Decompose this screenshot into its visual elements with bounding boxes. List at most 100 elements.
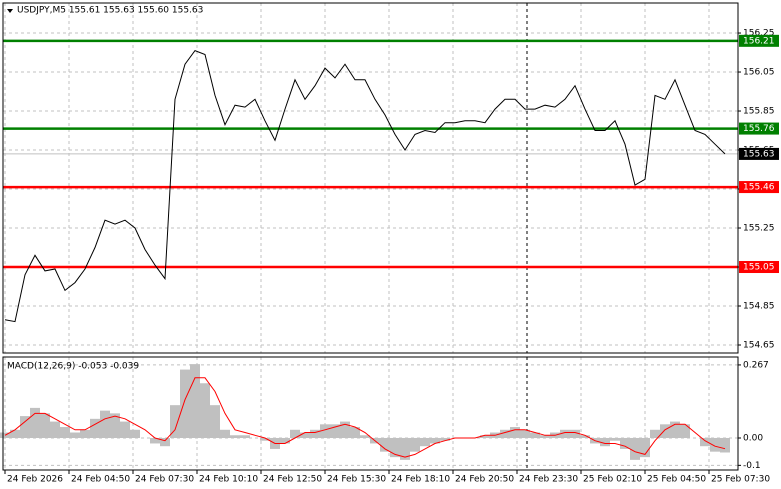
y-tick-label: 155.25 <box>743 224 775 234</box>
price-line <box>4 49 726 323</box>
x-tick-label: 24 Feb 23:30 <box>519 475 578 485</box>
price-title: USDJPY,M5 155.61 155.63 155.60 155.63 <box>17 6 203 16</box>
level-label-box <box>739 34 779 47</box>
level-label-box <box>739 122 779 135</box>
macd-histogram-bar <box>300 432 310 438</box>
x-tick-label: 24 Feb 18:10 <box>391 475 450 485</box>
macd-histogram-bar <box>260 437 270 441</box>
macd-histogram-bar <box>660 424 670 438</box>
macd-histogram-bar <box>430 437 440 444</box>
y-tick-label: -0.1 <box>743 461 761 471</box>
x-tick-label: 24 Feb 12:50 <box>263 475 322 485</box>
macd-histogram-bar <box>680 424 690 438</box>
macd-panel-border <box>2 356 739 471</box>
macd-histogram-bar <box>60 427 70 438</box>
level-label: 155.46 <box>743 183 775 193</box>
y-tick-label: 0.00 <box>743 433 763 443</box>
macd-histogram-bar <box>360 435 370 438</box>
x-tick-label: 25 Feb 02:10 <box>583 475 642 485</box>
macd-histogram-bar <box>90 418 100 438</box>
macd-histogram-bar <box>40 413 50 438</box>
x-tick-label: 25 Feb 07:30 <box>711 475 770 485</box>
macd-histogram-bar <box>380 437 390 452</box>
x-tick-label: 24 Feb 10:10 <box>199 475 258 485</box>
macd-histogram-bar <box>130 429 140 438</box>
macd-histogram-bar <box>240 435 250 438</box>
y-tick-label: 155.85 <box>743 107 775 117</box>
macd-histogram-bar <box>620 437 630 449</box>
macd-histogram-bar <box>440 437 450 441</box>
macd-histogram-bar <box>320 424 330 438</box>
price-panel-border <box>2 2 739 354</box>
level-label: 155.63 <box>743 149 775 159</box>
x-tick-label: 24 Feb 04:50 <box>71 475 130 485</box>
macd-signal-line <box>4 377 726 458</box>
y-tick-label: 154.65 <box>743 341 775 351</box>
macd-histogram-bar <box>110 413 120 438</box>
macd-histogram-bar <box>650 429 660 438</box>
macd-histogram-bar <box>510 427 520 438</box>
macd-histogram-bar <box>560 429 570 438</box>
macd-histogram-bar <box>160 437 170 447</box>
level-label-box <box>739 261 779 274</box>
marks-layer <box>0 39 738 460</box>
macd-histogram-bar <box>150 437 160 444</box>
macd-histogram-bar <box>530 432 540 438</box>
macd-histogram-bar <box>20 416 30 438</box>
macd-histogram-bar <box>330 424 340 438</box>
macd-histogram-bar <box>670 421 680 438</box>
x-tick-label: 24 Feb 15:30 <box>327 475 386 485</box>
macd-histogram-bar <box>700 437 710 447</box>
macd-histogram-bar <box>420 437 430 447</box>
macd-histogram-bar <box>100 410 110 438</box>
y-tick-label: 154.85 <box>743 302 775 312</box>
macd-histogram-bar <box>540 435 550 438</box>
level-label-box <box>739 181 779 194</box>
macd-histogram-bar <box>350 427 360 438</box>
macd-histogram-bar <box>500 429 510 438</box>
macd-title: MACD(12,26,9) -0.053 -0.039 <box>7 362 139 372</box>
macd-histogram-bar <box>600 437 610 447</box>
level-label: 156.21 <box>743 36 775 46</box>
macd-histogram-bar <box>640 437 650 458</box>
macd-histogram-bar <box>220 429 230 438</box>
macd-histogram-bar <box>230 435 240 438</box>
macd-histogram-bar <box>390 437 400 458</box>
level-label: 155.05 <box>743 263 775 273</box>
macd-histogram-bar <box>720 437 730 453</box>
x-tick-label: 25 Feb 04:50 <box>647 475 706 485</box>
macd-histogram-bar <box>610 437 620 441</box>
macd-histogram-bar <box>200 383 210 438</box>
macd-histogram-bar <box>410 437 420 452</box>
x-tick-label: 24 Feb 2026 <box>7 475 63 485</box>
macd-histogram-bar <box>30 407 40 438</box>
macd-histogram-bar <box>310 429 320 438</box>
macd-histogram-bar <box>50 421 60 438</box>
labels-layer: 156.25156.05155.85155.65155.45155.25155.… <box>4 29 779 485</box>
macd-histogram-bar <box>630 437 640 460</box>
macd-histogram-bar <box>280 437 290 444</box>
y-tick-label: 0.267 <box>743 360 769 370</box>
macd-histogram-bar <box>520 429 530 438</box>
y-tick-label: 156.25 <box>743 29 775 39</box>
y-tick-label: 156.05 <box>743 68 775 78</box>
level-label: 155.76 <box>743 124 775 134</box>
macd-histogram-bar <box>70 432 80 438</box>
x-tick-label: 24 Feb 20:50 <box>455 475 514 485</box>
macd-histogram-bar <box>480 435 490 438</box>
macd-histogram-bar <box>290 429 300 438</box>
macd-histogram-bar <box>580 435 590 438</box>
macd-histogram-bar <box>210 405 220 438</box>
macd-histogram-bar <box>190 364 200 438</box>
dropdown-icon[interactable] <box>7 9 13 13</box>
macd-histogram-bar <box>10 429 20 438</box>
macd-histogram-bar <box>170 405 180 438</box>
level-label-box <box>739 147 779 160</box>
macd-histogram-bar <box>570 429 580 438</box>
macd-histogram-bar <box>80 429 90 438</box>
macd-histogram-bar <box>710 437 720 452</box>
x-tick-label: 24 Feb 07:30 <box>135 475 194 485</box>
macd-histogram-bar <box>340 421 350 438</box>
